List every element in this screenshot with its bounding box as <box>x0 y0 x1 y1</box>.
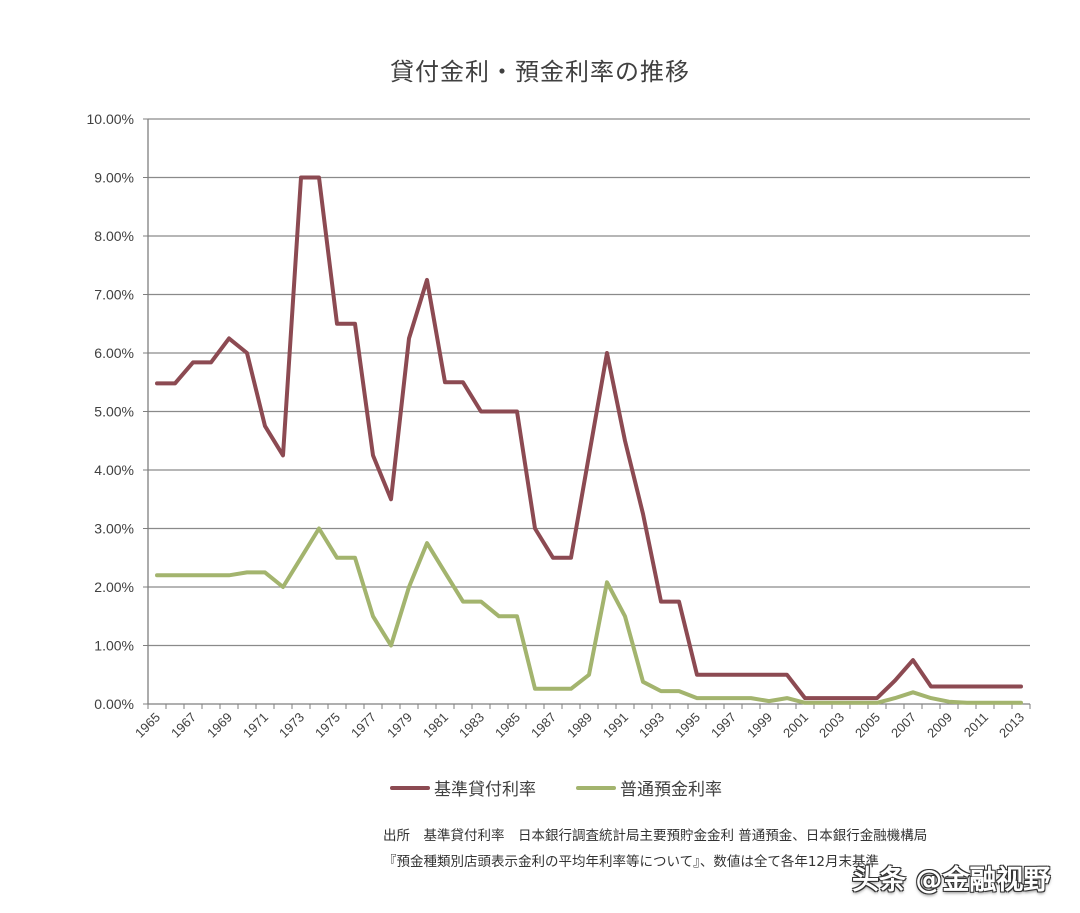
x-tick-label: 1995 <box>672 710 703 741</box>
gridlines <box>143 118 1030 705</box>
y-tick-label: 4.00% <box>94 462 134 478</box>
x-tick-label: 1993 <box>636 710 667 741</box>
y-tick-label: 1.00% <box>94 638 134 654</box>
x-tick-label: 1969 <box>204 710 235 741</box>
x-tick-label: 1979 <box>384 710 415 741</box>
x-tick-label: 1991 <box>600 710 631 741</box>
legend-swatch-deposit <box>576 785 616 790</box>
x-tick-label: 1999 <box>744 710 775 741</box>
x-tick-label: 2009 <box>924 710 955 741</box>
x-tick-label: 2001 <box>780 710 811 741</box>
x-tick-label: 1965 <box>132 710 163 741</box>
x-tick-label: 1977 <box>348 710 379 741</box>
x-tick-label: 2005 <box>852 710 883 741</box>
y-tick-label: 0.00% <box>94 696 134 712</box>
y-axis-ticks: 0.00% 1.00% 2.00% 3.00% 4.00% 5.00% 6.00% 7.00%… <box>87 111 134 712</box>
x-tick-label: 1989 <box>564 710 595 741</box>
x-tick-label: 2003 <box>816 710 847 741</box>
y-tick-label: 6.00% <box>94 345 134 361</box>
legend-swatch-lending <box>390 785 430 790</box>
source-note-line1: 出所 基準貸付利率 日本銀行調査統計局主要預貯金金利 普通預金、日本銀行金融機構… <box>383 828 928 844</box>
legend-item-deposit-rate: 普通預金利率 <box>576 775 722 800</box>
source-note-line2: 『預金種類別店頭表示金利の平均年利率等について』、数値は全て各年12月末基準 <box>383 854 880 870</box>
x-axis: 1965 1967 1969 1971 1973 1975 1977 1979 1981 1983… <box>132 703 1031 741</box>
x-tick-label: 1973 <box>276 710 307 741</box>
x-tick-label: 1975 <box>312 710 343 741</box>
x-tick-label: 1987 <box>528 710 559 741</box>
legend-label-lending: 基準貸付利率 <box>434 780 536 800</box>
chart-title: 貸付金利・預金利率の推移 <box>390 58 690 86</box>
x-tick-label: 1971 <box>240 710 271 741</box>
y-tick-label: 10.00% <box>87 111 134 127</box>
x-tick-label: 1997 <box>708 710 739 741</box>
y-tick-label: 3.00% <box>94 521 134 537</box>
legend: 基準貸付利率 普通預金利率 <box>390 775 722 800</box>
data-series <box>155 175 1023 705</box>
x-tick-label: 1985 <box>492 710 523 741</box>
watermark: 头条 @金融视野 <box>852 865 1051 896</box>
x-tick-label: 2013 <box>996 710 1027 741</box>
x-tick-label: 1983 <box>456 710 487 741</box>
series-deposit-rate-line <box>155 526 1023 705</box>
x-tick-label: 2011 <box>961 710 991 740</box>
source-note: 出所 基準貸付利率 日本銀行調査統計局主要預貯金金利 普通預金、日本銀行金融機構… <box>383 823 927 875</box>
x-tick-label: 1967 <box>168 710 199 741</box>
series-lending-rate-line <box>155 175 1023 701</box>
x-tick-label: 1981 <box>420 710 451 741</box>
y-tick-label: 9.00% <box>94 170 134 186</box>
legend-label-deposit: 普通預金利率 <box>620 780 722 800</box>
y-tick-label: 7.00% <box>94 287 134 303</box>
x-tick-label: 2007 <box>888 710 919 741</box>
y-tick-label: 2.00% <box>94 579 134 595</box>
y-tick-label: 5.00% <box>94 404 134 420</box>
legend-item-lending-rate: 基準貸付利率 <box>390 775 536 800</box>
y-tick-label: 8.00% <box>94 228 134 244</box>
